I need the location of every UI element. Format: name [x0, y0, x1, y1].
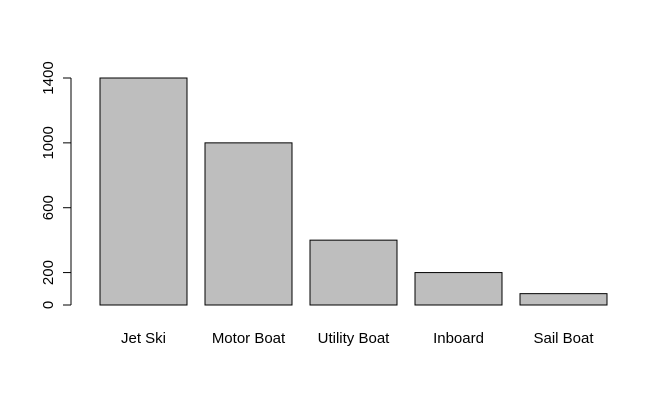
bar [99, 77, 188, 306]
bar [309, 239, 398, 306]
bar [519, 293, 608, 306]
bar [204, 142, 293, 306]
y-tick-label: 600 [40, 195, 57, 220]
y-axis: 0 200 600 1000 1400 [40, 61, 72, 309]
y-tick-label: 1000 [40, 126, 57, 159]
bars-group [99, 77, 608, 306]
y-tick-label: 1400 [40, 61, 57, 94]
x-axis-labels: Jet Ski Motor Boat Utility Boat Inboard Sail… [121, 330, 594, 347]
x-category-label: Motor Boat [212, 330, 286, 347]
y-tick-label: 200 [40, 260, 57, 285]
bar [414, 272, 503, 306]
x-category-label: Sail Boat [533, 330, 594, 347]
y-tick-label: 0 [40, 301, 57, 309]
x-category-label: Jet Ski [121, 330, 166, 347]
x-category-label: Inboard [433, 330, 484, 347]
x-category-label: Utility Boat [318, 330, 391, 347]
